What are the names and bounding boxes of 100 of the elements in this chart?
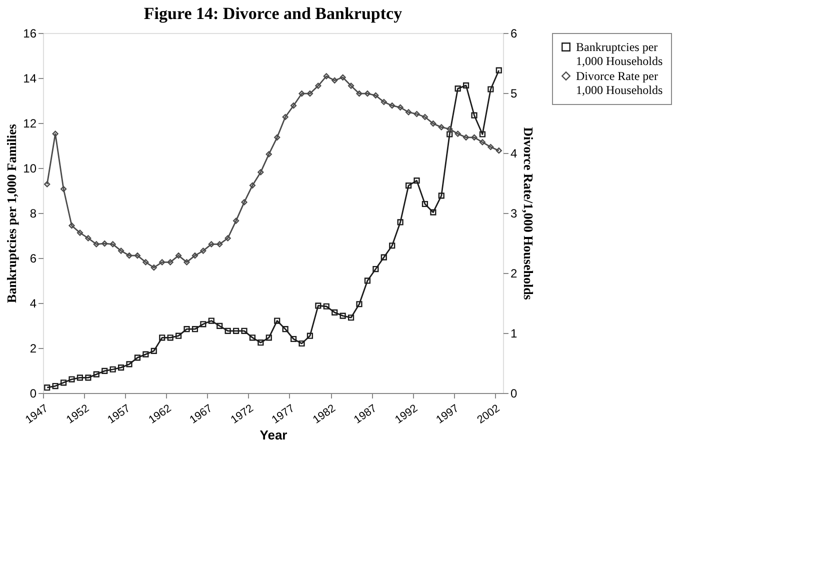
y-tick-label: 2: [30, 342, 37, 356]
point: [422, 114, 428, 120]
point: [60, 380, 67, 386]
point: [356, 90, 362, 97]
point: [150, 348, 157, 354]
point: [471, 134, 478, 140]
point: [184, 326, 190, 332]
point: [258, 169, 264, 176]
point: [454, 130, 461, 137]
chart-title: Figure 14: Divorce and Bankruptcy: [144, 4, 403, 23]
point: [200, 248, 206, 254]
y-tick-label: 6: [30, 252, 37, 266]
point: [274, 318, 280, 324]
point: [216, 241, 223, 248]
point: [110, 366, 116, 372]
point: [298, 340, 305, 347]
point: [68, 376, 75, 382]
point: [118, 248, 124, 254]
point: [348, 314, 354, 321]
point: [454, 86, 461, 92]
point: [332, 309, 338, 316]
point: [380, 98, 387, 106]
point: [446, 131, 453, 138]
y2-tick-label: 6: [510, 26, 518, 40]
point: [414, 110, 420, 118]
point: [340, 312, 346, 319]
legend-label: Bankruptcies per 1,000 Households: [576, 40, 663, 68]
point: [52, 382, 58, 390]
point: [438, 124, 444, 130]
point: [315, 302, 322, 309]
point: [332, 77, 338, 84]
point: [175, 252, 182, 259]
point: [118, 364, 124, 371]
point: [405, 182, 412, 189]
point: [274, 134, 280, 140]
point: [462, 134, 470, 140]
point: [438, 192, 444, 199]
y-tick-label: 4: [30, 296, 37, 310]
point: [134, 354, 141, 361]
point: [397, 104, 404, 110]
point: [397, 219, 404, 226]
point: [102, 368, 108, 374]
point: [232, 218, 240, 224]
point: [298, 90, 305, 97]
point: [142, 259, 149, 266]
point: [496, 148, 502, 154]
point: [224, 328, 231, 334]
point: [405, 109, 412, 116]
point: [496, 67, 502, 74]
point: [200, 321, 206, 328]
point: [462, 82, 470, 88]
point: [290, 102, 297, 109]
point: [306, 332, 314, 339]
point: [315, 82, 322, 89]
point: [241, 328, 248, 334]
point: [60, 186, 67, 192]
point: [52, 130, 58, 137]
point: [159, 259, 166, 266]
point: [306, 90, 314, 97]
point: [389, 242, 396, 249]
point: [471, 112, 478, 118]
y2-tick-label: 2: [510, 266, 518, 280]
point: [216, 322, 223, 329]
point: [150, 264, 157, 271]
point: [232, 328, 240, 334]
point: [126, 252, 132, 259]
point: [44, 181, 50, 188]
point: [76, 374, 84, 381]
point: [430, 120, 436, 127]
y-tick-label: 0: [30, 386, 37, 400]
y-tick-label: 10: [23, 162, 37, 176]
point: [192, 252, 198, 259]
y2-tick-label: 4: [510, 146, 518, 160]
point: [389, 102, 396, 109]
point: [282, 114, 288, 120]
point: [175, 332, 182, 339]
point: [241, 199, 248, 206]
point: [126, 361, 132, 368]
point: [488, 86, 494, 92]
point: [323, 73, 330, 80]
point: [372, 92, 379, 98]
legend-label: Divorce Rate per 1,000 Households: [576, 69, 663, 97]
point: [282, 326, 288, 332]
point: [134, 252, 141, 259]
point: [323, 303, 330, 310]
point: [290, 336, 297, 342]
y2-tick-label: 1: [510, 326, 518, 340]
point: [488, 144, 494, 150]
point: [68, 222, 75, 229]
point: [44, 384, 50, 391]
point: [364, 90, 371, 97]
point: [249, 182, 256, 188]
point: [414, 178, 420, 184]
y-tick-label: 8: [30, 206, 37, 220]
point: [224, 235, 231, 242]
point: [380, 254, 387, 260]
point: [340, 74, 346, 80]
point: [208, 241, 214, 248]
point: [372, 266, 379, 272]
point: [422, 200, 428, 208]
